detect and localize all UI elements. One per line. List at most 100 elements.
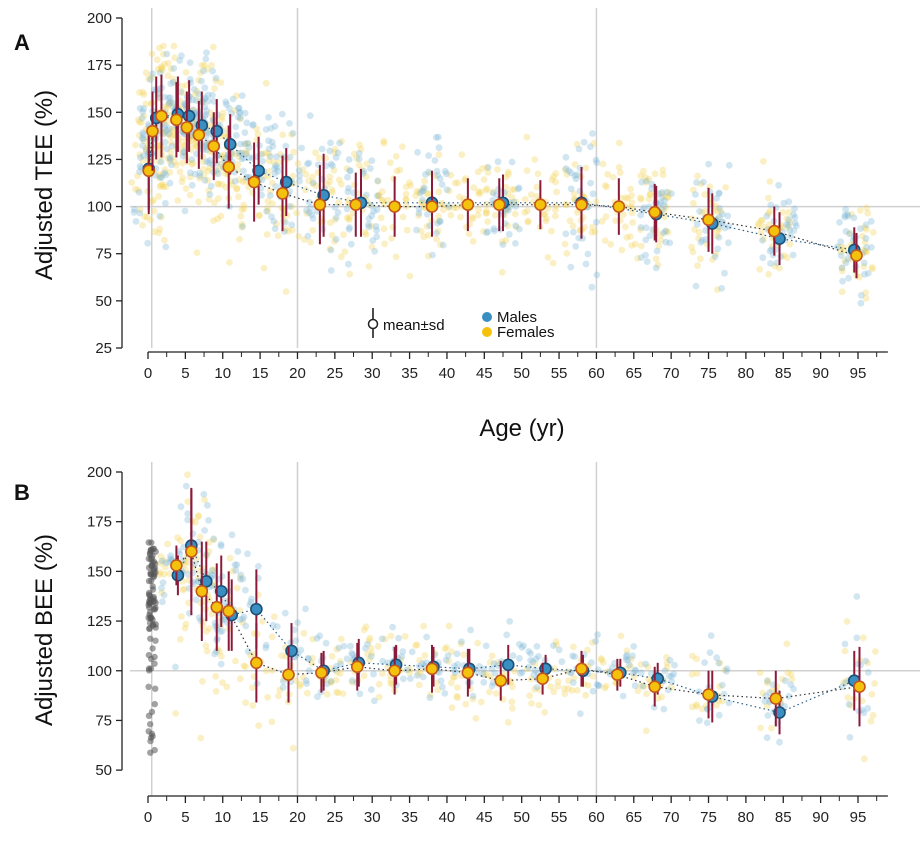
cloud-point: [718, 285, 726, 292]
cloud-point: [202, 642, 210, 650]
infant-point: [149, 586, 157, 593]
cloud-point: [630, 672, 638, 680]
cloud-point: [601, 182, 609, 189]
cloud-point: [512, 222, 520, 230]
cloud-point: [212, 77, 220, 85]
cloud-point: [365, 215, 373, 223]
cloud-point: [275, 159, 283, 166]
cloud-point: [524, 217, 532, 225]
cloud-point: [597, 655, 605, 662]
cloud-point: [573, 686, 581, 694]
cloud-point: [271, 170, 279, 177]
cloud-point: [791, 214, 799, 221]
females-mean-point: [611, 668, 624, 682]
cloud-point: [419, 196, 426, 204]
cloud-point: [233, 584, 241, 592]
x-tick-label: 50: [513, 365, 530, 382]
cloud-point: [577, 226, 584, 234]
cloud-point: [759, 689, 767, 697]
cloud-point: [159, 579, 167, 586]
females-mean-point: [250, 656, 263, 670]
cloud-point: [158, 213, 165, 221]
cloud-point: [289, 172, 297, 180]
cloud-point: [714, 207, 721, 215]
cloud-point: [663, 654, 670, 661]
females-mean-point: [702, 688, 715, 701]
cloud-point: [591, 228, 599, 236]
cloud-point: [480, 678, 488, 686]
cloud-point: [842, 228, 850, 235]
cloud-point: [236, 109, 244, 116]
cloud-point: [551, 665, 558, 672]
cloud-point: [719, 681, 726, 689]
males-mean-point: [214, 584, 228, 598]
cloud-point: [549, 259, 557, 267]
cloud-point: [790, 685, 797, 693]
cloud-point: [316, 632, 324, 640]
cloud-point: [167, 133, 175, 141]
cloud-point: [415, 681, 423, 689]
cloud-point: [132, 218, 140, 225]
cloud-point: [345, 196, 352, 204]
females-mean-point: [180, 121, 194, 134]
cloud-point: [355, 150, 363, 157]
cloud-point: [289, 744, 297, 752]
cloud-point: [860, 709, 868, 717]
cloud-point: [453, 650, 461, 658]
cloud-point: [271, 164, 279, 172]
cloud-point: [775, 181, 782, 189]
cloud-point: [697, 255, 704, 263]
cloud-point: [191, 170, 199, 178]
x-tick-label: 25: [326, 809, 343, 826]
cloud-point: [526, 692, 534, 700]
cloud-point: [217, 79, 225, 86]
cloud-point: [445, 202, 453, 210]
cloud-point: [783, 215, 791, 223]
cloud-point: [408, 648, 416, 656]
cloud-point: [435, 133, 442, 141]
cloud-point: [451, 666, 458, 674]
cloud-point: [215, 180, 222, 188]
cloud-point: [840, 679, 847, 687]
cloud-point: [853, 634, 861, 642]
cloud-point: [150, 207, 158, 215]
cloud-point: [754, 222, 762, 230]
cloud-point: [299, 674, 307, 681]
cloud-point: [392, 152, 400, 160]
cloud-point: [218, 116, 226, 124]
panel-b-means: [170, 487, 866, 735]
cloud-point: [590, 140, 598, 147]
cloud-point: [343, 214, 351, 222]
cloud-point: [148, 73, 156, 81]
cloud-point: [192, 97, 200, 104]
cloud-point: [841, 211, 849, 219]
cloud-point: [612, 217, 620, 225]
cloud-point: [302, 677, 310, 684]
cloud-point: [484, 228, 491, 236]
cloud-point: [184, 510, 192, 517]
females-trend-line: [175, 550, 860, 700]
cloud-point: [232, 123, 240, 131]
cloud-point: [269, 143, 277, 150]
cloud-point: [424, 210, 431, 218]
cloud-point: [179, 89, 187, 97]
cloud-point: [237, 149, 245, 157]
cloud-point: [458, 638, 465, 645]
females-mean-point: [494, 674, 508, 687]
cloud-point: [863, 244, 870, 251]
cloud-point: [161, 166, 169, 174]
cloud-point: [380, 139, 388, 147]
cloud-point: [626, 203, 633, 211]
cloud-point: [406, 665, 413, 673]
females-mean-point: [425, 200, 439, 213]
cloud-point: [362, 623, 370, 631]
cloud-point: [619, 692, 627, 700]
cloud-point: [160, 42, 167, 50]
cloud-point: [180, 141, 187, 149]
cloud-point: [171, 54, 179, 62]
cloud-point: [253, 125, 260, 133]
cloud-point: [313, 635, 321, 642]
cloud-point: [351, 181, 358, 189]
cloud-point: [861, 224, 869, 232]
